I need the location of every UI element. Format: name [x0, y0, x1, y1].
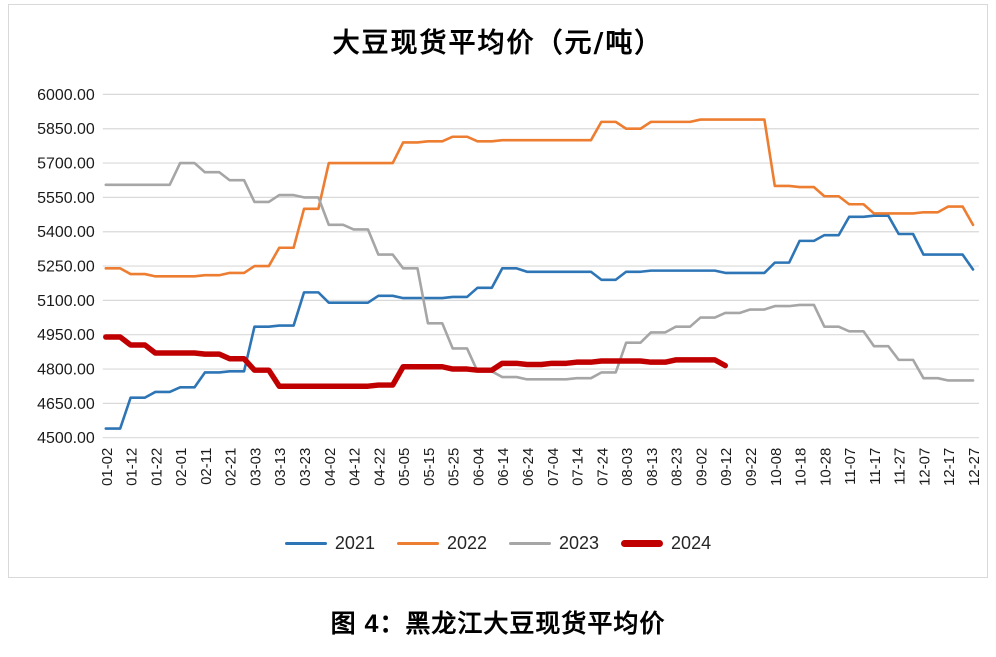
x-axis-label: 09-12	[718, 448, 735, 486]
series-line-2024	[103, 334, 728, 389]
legend-label: 2021	[334, 533, 375, 553]
chart-card: 大豆现货平均价（元/吨） 4500.00 4650.00 4800.00 4950.0…	[8, 4, 988, 578]
legend-label: 2023	[559, 533, 600, 553]
x-axis-label: 06-24	[520, 448, 537, 486]
x-axis-label: 11-07	[842, 448, 859, 485]
x-axis-label: 08-23	[669, 448, 686, 486]
legend-swatch-2024	[621, 540, 664, 547]
x-axis-label: 02-11	[198, 448, 215, 485]
legend-item-2022: 2022	[396, 533, 487, 554]
x-axis-label: 05-15	[421, 448, 438, 486]
y-axis-label: 5700.00	[37, 156, 95, 173]
x-axis-label: 12-07	[916, 448, 933, 486]
x-axis-label: 09-02	[693, 448, 710, 486]
x-axis-label: 01-02	[99, 448, 116, 486]
y-axis-label: 5400.00	[37, 224, 95, 241]
legend-swatch-2021	[284, 541, 327, 546]
x-axis-label: 01-22	[148, 448, 165, 486]
y-axis-label: 5850.00	[37, 121, 95, 138]
y-axis-label: 5250.00	[37, 259, 95, 276]
y-axis-label: 4950.00	[37, 327, 95, 344]
x-axis-label: 03-03	[247, 448, 264, 486]
legend-item-2023: 2023	[509, 533, 599, 554]
series-line-2021	[104, 214, 975, 430]
x-axis-label: 12-27	[966, 448, 983, 486]
x-axis-label: 05-05	[396, 448, 413, 486]
plot-area: 4500.00 4650.00 4800.00 4950.00 5100.00 5250.…	[37, 87, 983, 486]
y-axis-label: 5550.00	[37, 190, 95, 207]
y-axis-label: 4500.00	[37, 430, 95, 447]
legend-label: 2024	[671, 533, 712, 553]
x-axis-label: 04-12	[347, 448, 364, 486]
legend-swatch-2022	[396, 541, 439, 546]
x-axis-label: 05-25	[446, 448, 463, 486]
x-axis-label: 03-23	[297, 448, 314, 486]
legend-label: 2022	[446, 533, 487, 553]
x-axis-label: 07-04	[545, 448, 562, 486]
figure-caption: 图 4：黑龙江大豆现货平均价	[330, 610, 666, 638]
x-axis-label: 07-14	[570, 448, 587, 486]
x-axis-label: 03-13	[272, 448, 289, 486]
x-axis-label: 08-13	[644, 448, 661, 486]
x-axis-label: 02-21	[223, 448, 240, 486]
y-axis-label: 4650.00	[37, 396, 95, 413]
x-axis-label: 04-02	[322, 448, 339, 486]
x-axis-label: 04-22	[371, 448, 388, 486]
legend: 2021 2022 2023 2024	[9, 533, 987, 554]
x-axis-label: 01-12	[124, 448, 141, 486]
series-line-2023	[104, 161, 975, 382]
chart-title: 大豆现货平均价（元/吨）	[332, 28, 664, 59]
series-line-2022	[104, 118, 975, 278]
x-axis-label: 06-04	[470, 448, 487, 486]
x-axis-label: 02-01	[173, 448, 190, 486]
y-axis-label: 4800.00	[37, 362, 95, 379]
y-axis-label: 6000.00	[37, 87, 95, 104]
x-axis-label: 11-17	[867, 448, 884, 485]
x-axis-label: 09-22	[743, 448, 760, 486]
legend-item-2024: 2024	[621, 533, 711, 554]
x-axis-label: 10-28	[817, 448, 834, 486]
x-axis-label: 10-08	[768, 448, 785, 486]
x-axis-label: 07-24	[594, 448, 611, 486]
x-axis-label: 11-27	[892, 448, 909, 485]
legend-swatch-2023	[509, 541, 551, 546]
x-axis-label: 08-03	[619, 448, 636, 486]
x-axis-label: 10-18	[793, 448, 810, 486]
x-axis-label: 12-17	[941, 448, 958, 486]
legend-item-2021: 2021	[284, 533, 375, 554]
x-axis-label: 06-14	[495, 448, 512, 486]
y-axis-label: 5100.00	[37, 293, 95, 310]
